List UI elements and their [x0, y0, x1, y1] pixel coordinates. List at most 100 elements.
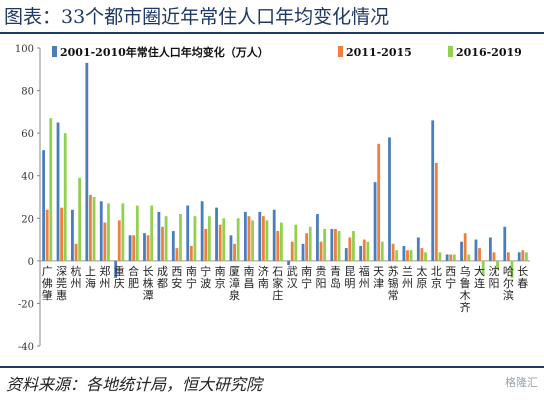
- bar-series-1: [186, 205, 190, 261]
- bar-series-1: [373, 182, 377, 261]
- bar-series-3: [352, 231, 355, 261]
- bar-series-2: [204, 228, 208, 261]
- bar-series-1: [460, 241, 463, 261]
- bar-series-2: [420, 248, 424, 261]
- bar-series-3: [481, 260, 485, 276]
- x-tick-label: 厦漳泉: [229, 265, 240, 302]
- x-tick-label: 太原: [416, 265, 427, 290]
- chart-legend: 2001-2010年常住人口年均变化（万人） 2011-2015 2016-2019: [52, 45, 522, 59]
- bar-series-2: [362, 239, 366, 261]
- bar-series-1: [56, 122, 60, 261]
- x-tick-label: 长株潭: [143, 265, 154, 302]
- bar-series-1: [71, 209, 74, 261]
- x-tick-label: 南宁: [186, 265, 197, 290]
- bar-series-3: [496, 260, 499, 270]
- bar-series-2: [60, 207, 64, 261]
- x-tick-label: 广佛肇: [42, 265, 53, 302]
- bar-series-1: [215, 207, 218, 261]
- x-tick-label: 上海: [85, 265, 96, 290]
- figure-title: 图表：33个都市圈近年常住人口年均变化情况: [0, 0, 544, 34]
- x-tick-label: 福州: [359, 264, 370, 290]
- bar-series-3: [337, 231, 341, 261]
- bar-series-1: [344, 248, 348, 261]
- x-tick-label: 西宁: [445, 265, 456, 290]
- x-tick-label: 兰州: [402, 265, 413, 290]
- bar-series-2: [218, 224, 222, 261]
- bar-series-2: [492, 252, 496, 261]
- bar-series-2: [233, 243, 236, 261]
- x-tick-label: 贵阳: [316, 265, 327, 290]
- bar-series-1: [128, 235, 132, 261]
- bar-series-3: [207, 216, 211, 261]
- bar-series-2: [117, 220, 121, 261]
- bar-series-1: [258, 211, 262, 261]
- x-tick-label: 南京: [215, 265, 226, 290]
- x-tick-label: 重庆: [114, 264, 125, 290]
- watermark: 格隆汇: [505, 376, 538, 389]
- bar-series-2: [247, 216, 251, 261]
- x-tick-label: 西安: [171, 265, 182, 290]
- bar-series-1: [416, 237, 420, 261]
- bar-series-1: [402, 245, 406, 261]
- bar-series-1: [114, 260, 118, 278]
- x-tick-label: 乌鲁木齐: [460, 264, 471, 314]
- bar-series-1: [474, 239, 478, 261]
- bar-series-2: [449, 254, 453, 261]
- y-tick-label: 80: [21, 87, 34, 98]
- x-tick-label: 郑州: [99, 264, 110, 290]
- x-tick-label: 济南: [258, 264, 269, 290]
- y-tick-label: 20: [21, 214, 34, 225]
- x-tick-label: 宁波: [200, 264, 211, 290]
- bar-series-2: [175, 248, 179, 261]
- bar-series-2: [45, 209, 49, 261]
- x-tick-label: 北京: [431, 265, 442, 290]
- bar-series-3: [424, 252, 427, 261]
- x-tick-label: 石家庄: [272, 265, 283, 302]
- bar-series-3: [380, 241, 384, 261]
- y-tick-label: -40: [18, 342, 34, 353]
- bar-series-2: [276, 231, 280, 261]
- bar-series-1: [301, 243, 305, 261]
- bar-series-2: [391, 243, 395, 261]
- bar-series-1: [157, 211, 161, 261]
- y-tick-label: 40: [21, 172, 34, 183]
- bar-series-3: [63, 133, 67, 261]
- bar-series-3: [265, 220, 269, 261]
- bar-series-3: [107, 203, 110, 261]
- bar-series-3: [222, 218, 226, 261]
- bar-series-1: [388, 137, 391, 261]
- bar-series-3: [308, 226, 312, 261]
- bar-series-2: [377, 143, 381, 261]
- bar-series-3: [294, 224, 298, 261]
- bar-series-1: [517, 252, 521, 261]
- bar-series-1: [488, 237, 492, 261]
- x-tick-label: 哈尔滨: [503, 265, 514, 302]
- x-tick-label: 昆明: [344, 265, 355, 290]
- bar-series-3: [366, 241, 370, 261]
- bar-series-2: [319, 241, 323, 261]
- legend-swatch: [338, 46, 343, 57]
- bar-series-1: [143, 233, 146, 261]
- bar-series-2: [146, 235, 150, 261]
- bar-series-2: [478, 248, 481, 261]
- chart-bars: [42, 62, 528, 278]
- bar-series-1: [229, 235, 233, 261]
- x-tick-label: 成都: [157, 265, 168, 290]
- x-axis-labels: 广佛肇深莞惠杭州上海郑州重庆合肥长株潭成都西安南宁宁波南京厦漳泉南昌济南石家庄武…: [42, 264, 529, 314]
- legend-swatch: [52, 46, 57, 57]
- x-tick-label: 长春: [517, 265, 528, 290]
- bar-series-3: [279, 222, 283, 261]
- x-tick-label: 苏锡常: [388, 265, 399, 302]
- bar-series-2: [161, 226, 164, 261]
- bar-series-2: [434, 162, 438, 261]
- bar-series-3: [467, 254, 471, 261]
- x-tick-label: 南昌: [243, 265, 254, 290]
- bar-series-2: [89, 194, 92, 261]
- y-tick-label: 100: [15, 44, 34, 55]
- bar-series-2: [463, 233, 467, 261]
- bar-series-1: [503, 226, 507, 261]
- bar-series-2: [74, 243, 78, 261]
- bar-series-2: [406, 250, 409, 261]
- bar-series-1: [42, 150, 46, 261]
- legend-swatch: [448, 46, 453, 57]
